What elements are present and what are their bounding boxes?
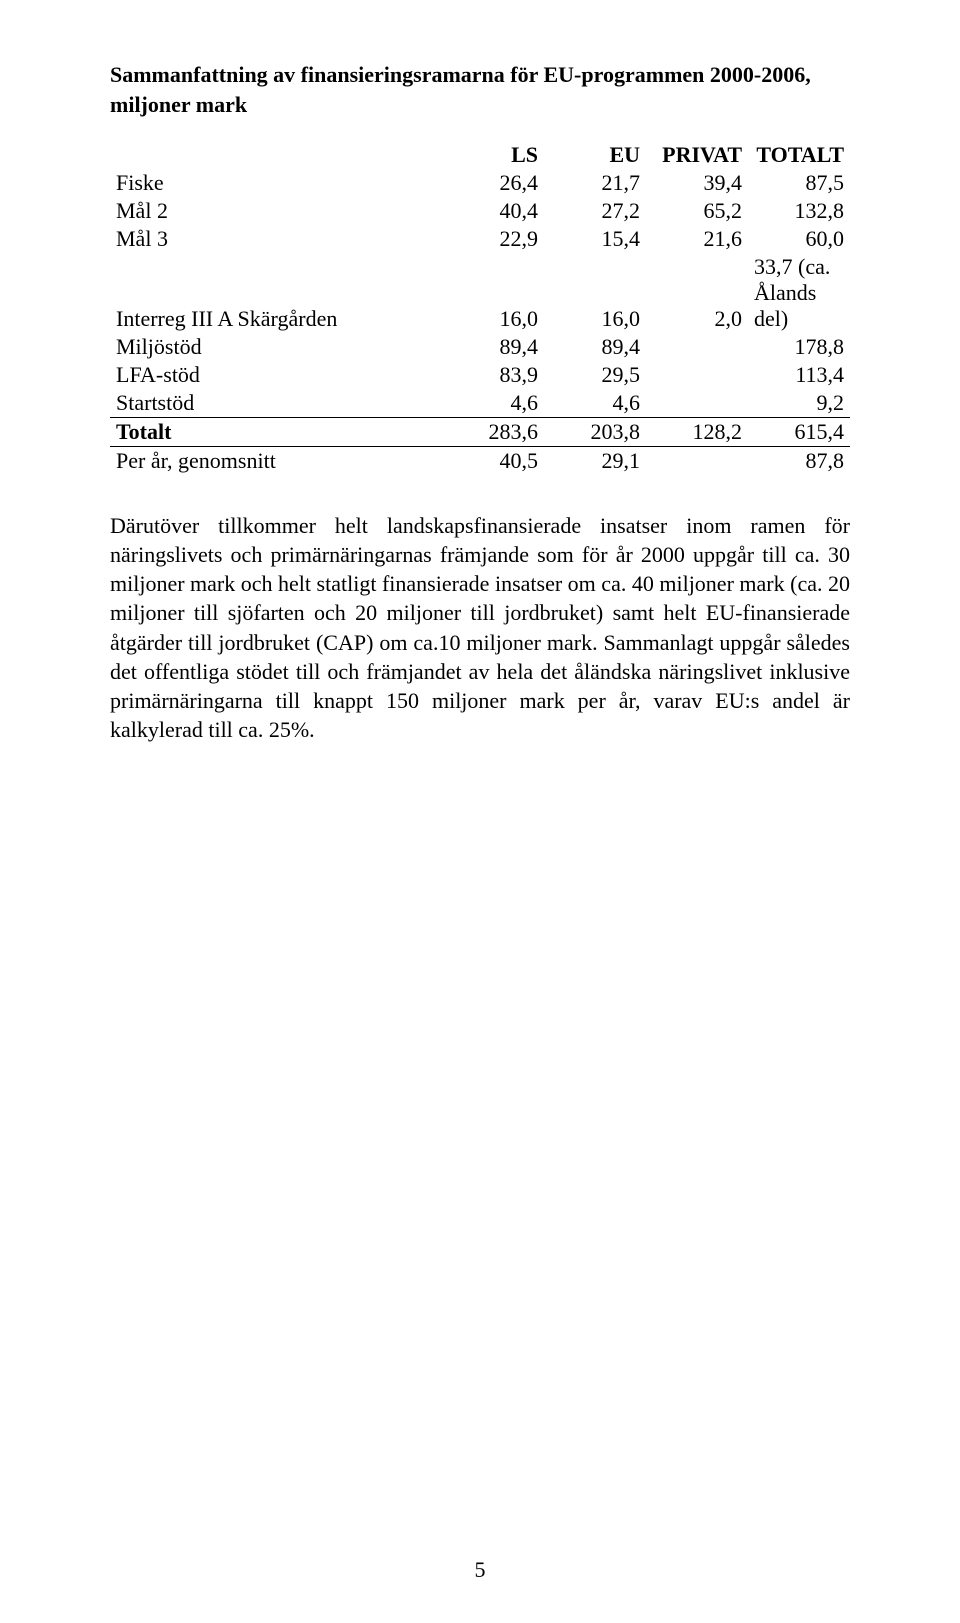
row-label: Mål 3 — [110, 225, 442, 253]
table-row: Miljöstöd 89,4 89,4 178,8 — [110, 333, 850, 361]
col-header-totalt: TOTALT — [748, 141, 850, 169]
cell: 21,6 — [646, 225, 748, 253]
cell: 132,8 — [748, 197, 850, 225]
cell: 89,4 — [544, 333, 646, 361]
table-row: Fiske 26,4 21,7 39,4 87,5 — [110, 169, 850, 197]
cell — [646, 361, 748, 389]
cell: 33,7 (ca. Ålands del) — [748, 253, 850, 333]
cell: 26,4 — [442, 169, 544, 197]
cell: 65,2 — [646, 197, 748, 225]
cell: 21,7 — [544, 169, 646, 197]
table-row: Startstöd 4,6 4,6 9,2 — [110, 389, 850, 418]
row-label: Interreg III A Skärgården — [110, 253, 442, 333]
col-header-ls: LS — [442, 141, 544, 169]
row-label: Mål 2 — [110, 197, 442, 225]
cell: 4,6 — [442, 389, 544, 418]
document-title: Sammanfattning av finansieringsramarna f… — [110, 60, 850, 119]
row-label: Totalt — [110, 418, 442, 447]
cell: 4,6 — [544, 389, 646, 418]
cell: 615,4 — [748, 418, 850, 447]
table-row: LFA-stöd 83,9 29,5 113,4 — [110, 361, 850, 389]
cell: 27,2 — [544, 197, 646, 225]
cell: 9,2 — [748, 389, 850, 418]
cell: 178,8 — [748, 333, 850, 361]
row-label: Per år, genomsnitt — [110, 447, 442, 476]
cell: 22,9 — [442, 225, 544, 253]
table-header-row: LS EU PRIVAT TOTALT — [110, 141, 850, 169]
financing-table: LS EU PRIVAT TOTALT Fiske 26,4 21,7 39,4… — [110, 141, 850, 475]
col-header-label — [110, 141, 442, 169]
table-row-total: Totalt 283,6 203,8 128,2 615,4 — [110, 418, 850, 447]
cell: 128,2 — [646, 418, 748, 447]
page-number: 5 — [0, 1557, 960, 1583]
cell: 29,1 — [544, 447, 646, 476]
table-row: Mål 3 22,9 15,4 21,6 60,0 — [110, 225, 850, 253]
cell: 2,0 — [646, 253, 748, 333]
col-header-privat: PRIVAT — [646, 141, 748, 169]
cell: 40,5 — [442, 447, 544, 476]
cell: 60,0 — [748, 225, 850, 253]
cell: 87,5 — [748, 169, 850, 197]
cell: 29,5 — [544, 361, 646, 389]
cell: 15,4 — [544, 225, 646, 253]
row-label: Fiske — [110, 169, 442, 197]
cell: 40,4 — [442, 197, 544, 225]
cell — [646, 447, 748, 476]
cell: 16,0 — [442, 253, 544, 333]
cell: 203,8 — [544, 418, 646, 447]
cell: 113,4 — [748, 361, 850, 389]
page: Sammanfattning av finansieringsramarna f… — [0, 0, 960, 1623]
row-label: Startstöd — [110, 389, 442, 418]
cell: 89,4 — [442, 333, 544, 361]
body-paragraph: Därutöver tillkommer helt landskapsfinan… — [110, 511, 850, 743]
cell: 283,6 — [442, 418, 544, 447]
cell: 83,9 — [442, 361, 544, 389]
row-label: Miljöstöd — [110, 333, 442, 361]
table-row: Interreg III A Skärgården 16,0 16,0 2,0 … — [110, 253, 850, 333]
cell — [646, 333, 748, 361]
col-header-eu: EU — [544, 141, 646, 169]
cell: 16,0 — [544, 253, 646, 333]
row-label: LFA-stöd — [110, 361, 442, 389]
table-row-average: Per år, genomsnitt 40,5 29,1 87,8 — [110, 447, 850, 476]
cell: 39,4 — [646, 169, 748, 197]
cell — [646, 389, 748, 418]
cell: 87,8 — [748, 447, 850, 476]
table-row: Mål 2 40,4 27,2 65,2 132,8 — [110, 197, 850, 225]
